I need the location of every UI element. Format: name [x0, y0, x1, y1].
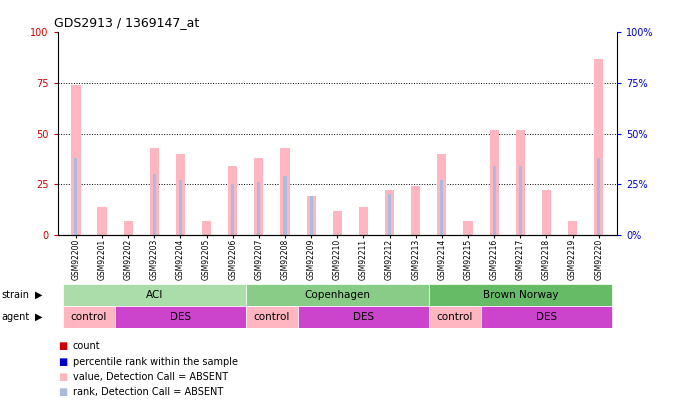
Bar: [202, 221, 211, 235]
Bar: [542, 190, 551, 235]
Bar: [310, 196, 313, 235]
Text: ■: ■: [58, 357, 67, 367]
Bar: [516, 130, 525, 235]
Text: agent: agent: [1, 312, 30, 322]
Bar: [298, 306, 428, 328]
Bar: [258, 182, 260, 235]
Bar: [568, 221, 577, 235]
Bar: [281, 148, 290, 235]
Bar: [150, 148, 159, 235]
Text: value, Detection Call = ABSENT: value, Detection Call = ABSENT: [73, 372, 228, 382]
Bar: [71, 85, 81, 235]
Bar: [231, 184, 235, 235]
Bar: [123, 221, 133, 235]
Bar: [98, 207, 106, 235]
Bar: [246, 284, 428, 306]
Bar: [481, 306, 612, 328]
Text: Brown Norway: Brown Norway: [483, 290, 558, 300]
Bar: [333, 211, 342, 235]
Text: GDS2913 / 1369147_at: GDS2913 / 1369147_at: [54, 16, 199, 29]
Bar: [63, 306, 115, 328]
Bar: [597, 158, 600, 235]
Text: ACI: ACI: [146, 290, 163, 300]
Text: ■: ■: [58, 372, 67, 382]
Text: count: count: [73, 341, 100, 351]
Bar: [306, 196, 316, 235]
Bar: [388, 194, 391, 235]
Bar: [428, 306, 481, 328]
Text: control: control: [71, 312, 107, 322]
Text: control: control: [254, 312, 290, 322]
Text: ▶: ▶: [35, 312, 43, 322]
Bar: [411, 186, 420, 235]
Bar: [179, 180, 182, 235]
Text: Copenhagen: Copenhagen: [304, 290, 370, 300]
Text: DES: DES: [170, 312, 191, 322]
Bar: [428, 284, 612, 306]
Bar: [490, 130, 499, 235]
Bar: [75, 158, 77, 235]
Bar: [228, 166, 237, 235]
Bar: [153, 174, 156, 235]
Text: ■: ■: [58, 388, 67, 397]
Bar: [492, 166, 496, 235]
Text: DES: DES: [353, 312, 374, 322]
Bar: [440, 180, 443, 235]
Bar: [115, 306, 246, 328]
Bar: [519, 166, 522, 235]
Bar: [283, 176, 287, 235]
Text: ■: ■: [58, 341, 67, 351]
Text: strain: strain: [1, 290, 29, 300]
Bar: [63, 284, 246, 306]
Bar: [359, 207, 368, 235]
Bar: [437, 154, 446, 235]
Text: ▶: ▶: [35, 290, 43, 300]
Bar: [594, 59, 603, 235]
Bar: [254, 158, 264, 235]
Text: percentile rank within the sample: percentile rank within the sample: [73, 357, 237, 367]
Text: rank, Detection Call = ABSENT: rank, Detection Call = ABSENT: [73, 388, 223, 397]
Bar: [246, 306, 298, 328]
Text: control: control: [437, 312, 473, 322]
Bar: [176, 154, 185, 235]
Bar: [464, 221, 473, 235]
Text: DES: DES: [536, 312, 557, 322]
Bar: [385, 190, 394, 235]
